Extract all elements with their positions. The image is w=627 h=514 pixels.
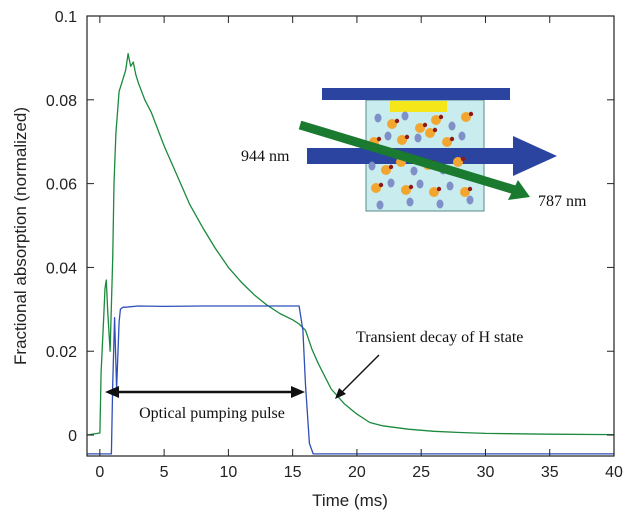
x-tick-label: 5: [160, 464, 169, 481]
pump-beam-arrowhead: [513, 136, 557, 176]
molecule-particle: [368, 161, 376, 171]
atom-dot: [422, 122, 428, 128]
molecule-particle: [448, 121, 456, 131]
y-axis-title: Fractional absorption (normalized): [11, 107, 30, 365]
atom-dot: [394, 118, 400, 124]
probe-beam-shaft: [298, 120, 517, 195]
pulse-arrow-left-head: [105, 386, 119, 398]
atom-dot: [432, 127, 438, 133]
x-tick-label: 35: [541, 464, 559, 481]
schematic-inset: 944 nm 787 nm: [241, 88, 587, 212]
decay-arrow-head: [335, 388, 346, 399]
x-axis-title: Time (ms): [312, 491, 388, 510]
atom-dot: [438, 114, 444, 120]
molecule-particle: [376, 200, 384, 210]
atom-dot: [468, 111, 474, 117]
x-tick-label: 40: [605, 464, 623, 481]
molecule-particle: [414, 133, 422, 143]
atom-particle: [453, 157, 463, 167]
pulse-label: Optical pumping pulse: [139, 405, 285, 422]
atom-particle: [371, 183, 381, 193]
molecule-particle: [374, 113, 382, 123]
molecule-particle: [416, 179, 424, 189]
atom-particle: [387, 119, 397, 129]
pulse-arrow-right-head: [291, 386, 305, 398]
atom-dot: [404, 134, 410, 140]
decay-label: Transient decay of H state: [356, 329, 523, 346]
atom-dot: [460, 156, 466, 162]
atom-dot: [467, 186, 473, 192]
molecule-particle: [458, 131, 466, 141]
decay-annotation: Transient decay of H state: [335, 329, 523, 399]
atom-particle: [431, 115, 441, 125]
top-electrode-bar: [322, 88, 510, 100]
y-tick-label: 0: [68, 428, 77, 445]
decay-arrow-line: [339, 354, 380, 395]
molecule-particle: [384, 131, 392, 141]
atom-particle: [460, 187, 470, 197]
molecule-particle: [466, 195, 474, 205]
atom-dot: [449, 136, 455, 142]
axes: 0 5 10 15 20 25 30 35 40 0 0.02 0.04 0.06 0.08 0.1: [46, 9, 623, 481]
molecule-particle: [401, 111, 409, 121]
molecule-particle: [387, 178, 395, 188]
molecule-particle: [410, 166, 418, 176]
x-tick-label: 30: [477, 464, 495, 481]
atom-particle: [442, 137, 452, 147]
x-tick-label: 25: [412, 464, 430, 481]
atom-particle: [397, 135, 407, 145]
molecule-particle: [446, 181, 454, 191]
atom-particle: [425, 128, 435, 138]
y-tick-label: 0.02: [46, 344, 77, 361]
x-tick-label: 20: [348, 464, 366, 481]
x-tick-label: 0: [95, 464, 104, 481]
atom-particle: [415, 123, 425, 133]
y-tick-label: 0.06: [46, 177, 77, 194]
atom-dot: [388, 164, 394, 170]
yellow-heater-strip: [390, 101, 447, 112]
series-line-1: [86, 53, 615, 436]
atom-particle: [401, 185, 411, 195]
atom-particle: [381, 165, 391, 175]
plot-lines: [86, 53, 615, 455]
atom-particle: [461, 112, 471, 122]
atom-dot: [408, 184, 414, 190]
y-tick-label: 0.1: [55, 9, 77, 26]
plot-frame: [86, 15, 615, 457]
probe-beam-arrowhead: [508, 180, 530, 200]
probe-wavelength-label: 787 nm: [538, 193, 587, 210]
y-tick-label: 0.08: [46, 93, 77, 110]
pump-wavelength-label: 944 nm: [241, 148, 290, 165]
x-tick-label: 15: [284, 464, 302, 481]
molecule-particle: [406, 197, 414, 207]
molecule-particle: [436, 199, 444, 209]
y-tick-label: 0.04: [46, 260, 77, 277]
atom-dot: [436, 186, 442, 192]
atom-dot: [378, 182, 384, 188]
x-tick-label: 10: [219, 464, 237, 481]
atom-dot: [376, 136, 382, 142]
optical-pumping-annotation: Optical pumping pulse: [105, 386, 305, 422]
atom-particle: [429, 187, 439, 197]
series-line-2: [87, 305, 614, 455]
